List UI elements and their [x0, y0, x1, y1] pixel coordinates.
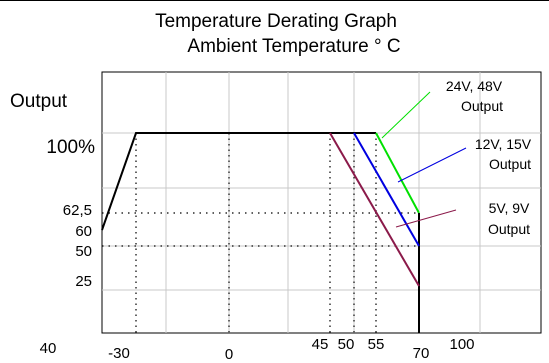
y-tick-62-5: 62,5: [63, 202, 92, 219]
label-0-line2: Output: [461, 98, 503, 114]
y-axis-label: Output: [10, 91, 68, 112]
label-0-line1: 24V, 48V: [446, 78, 503, 94]
x-tick-0: 0: [225, 346, 233, 363]
leader-5v: [395, 209, 457, 228]
y-tick-100: 100%: [46, 137, 95, 158]
guide-lines: [102, 133, 419, 333]
x-tick-55: 55: [368, 336, 385, 353]
chart-title: Temperature Derating Graph: [155, 11, 397, 32]
x-tick-50: 50: [338, 336, 355, 353]
series-5v-9v: [329, 132, 420, 287]
x-tick-45: 45: [312, 336, 329, 353]
label-1-line2: Output: [489, 156, 531, 172]
y-tick-labels: 100% 62,5 60 50 25: [46, 137, 95, 290]
label-2-line1: 5V, 9V: [489, 200, 530, 216]
x-tick--40: 40: [40, 340, 57, 357]
series-lines: [101, 132, 420, 333]
series-labels: 24V, 48V Output 12V, 15V Output 5V, 9V Output: [446, 78, 532, 237]
x-tick-100: 100: [449, 336, 474, 353]
label-1-line1: 12V, 15V: [475, 136, 532, 152]
y-tick-60: 60: [75, 223, 92, 240]
x-tick-labels: 40 -30 0 45 50 55 70 100: [40, 336, 475, 363]
x-tick-70: 70: [413, 345, 430, 362]
plot-frame: [101, 71, 542, 334]
series-24v-48v: [375, 132, 420, 214]
label-2-line2: Output: [488, 221, 530, 237]
series-envelope: [101, 132, 376, 231]
leader-24v: [381, 91, 431, 139]
y-tick-25: 25: [75, 273, 92, 290]
y-tick-50: 50: [75, 243, 92, 260]
x-tick--30: -30: [108, 345, 130, 362]
chart-subtitle: Ambient Temperature ° C: [187, 36, 400, 57]
series-12v-15v: [353, 132, 420, 247]
leader-12v: [397, 147, 467, 183]
label-leaders: [381, 91, 467, 228]
